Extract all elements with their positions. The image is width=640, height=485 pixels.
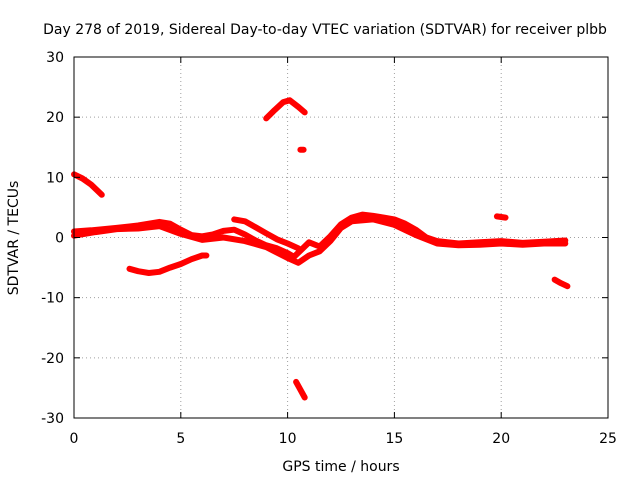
series-main-band-lower (71, 216, 569, 266)
x-tick-label: 20 (492, 431, 510, 447)
x-tick-label: 25 (599, 431, 617, 447)
y-tick-label: 20 (46, 110, 64, 126)
series-branch-7-10 (231, 216, 302, 252)
y-tick-label: -20 (41, 351, 64, 367)
x-tick-label: 5 (176, 431, 185, 447)
series-peak-arc (263, 97, 308, 122)
y-tick-label: -30 (41, 411, 64, 427)
series-fragment-20 (493, 213, 509, 221)
series-deep-dip (293, 378, 308, 401)
y-tick-label: 10 (46, 170, 64, 186)
grid (74, 57, 608, 418)
y-tick-label: -10 (41, 291, 64, 307)
y-axis-label: SDTVAR / TECUs (6, 181, 22, 296)
x-axis-label: GPS time / hours (282, 459, 399, 475)
x-tick-label: 10 (279, 431, 297, 447)
series-early-decline (71, 171, 105, 198)
chart-title: Day 278 of 2019, Sidereal Day-to-day VTE… (43, 22, 607, 38)
series-late-decline (551, 276, 571, 290)
x-tick-label: 0 (70, 431, 79, 447)
y-tick-label: 30 (46, 50, 64, 66)
x-tick-label: 15 (385, 431, 403, 447)
series-layer (71, 97, 571, 401)
y-tick-label: 0 (55, 231, 64, 247)
series-lower-arc (126, 252, 210, 276)
tick-layer: 0 5 10 15 20 25 -30 -20 -10 0 10 20 30 (41, 50, 617, 447)
